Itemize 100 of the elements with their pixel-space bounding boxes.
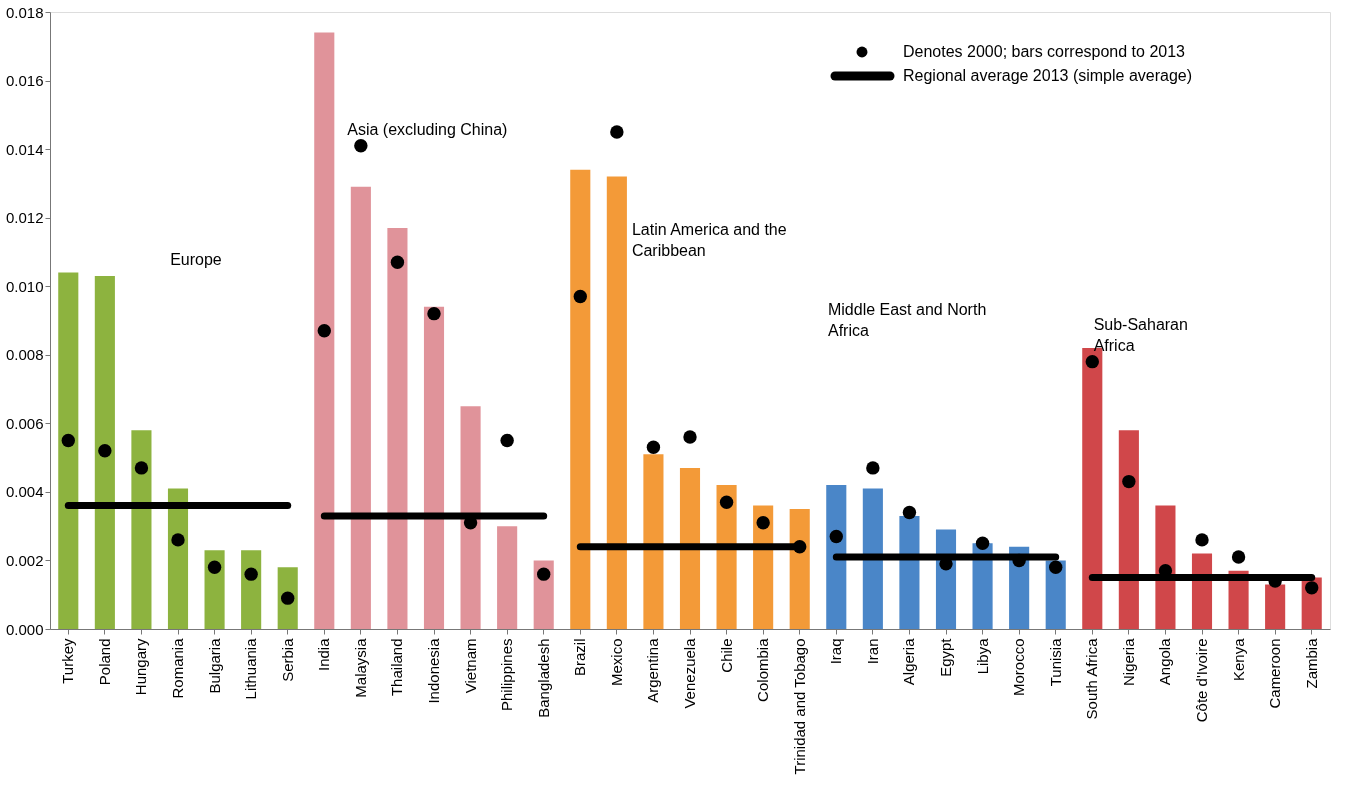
- bar: [570, 169, 591, 629]
- annotation: Latin America and the Caribbean: [631, 221, 787, 259]
- bar: [899, 515, 920, 629]
- y-tick-label: 0.012: [5, 209, 44, 227]
- point: [1085, 354, 1099, 369]
- bar: [58, 272, 79, 629]
- point: [1305, 581, 1319, 595]
- y-tick-label: 0.010: [5, 277, 44, 295]
- y-tick-label: 0.018: [5, 3, 44, 21]
- point: [719, 495, 734, 509]
- point: [354, 138, 368, 153]
- bar: [826, 485, 847, 629]
- y-tick-label: 0.006: [5, 414, 44, 432]
- point: [390, 255, 405, 269]
- point: [1122, 474, 1136, 489]
- point: [829, 529, 843, 544]
- bar: [460, 406, 481, 629]
- x-tick-label: India: [315, 637, 333, 672]
- bar: [350, 186, 371, 629]
- x-tick-label: Côte d'Ivoire: [1193, 638, 1210, 723]
- annotation: Middle East and North Africa: [827, 301, 987, 339]
- point: [646, 440, 661, 455]
- x-tick-label: Algeria: [900, 637, 918, 686]
- legend-label: Regional average 2013 (simple average): [903, 67, 1193, 84]
- x-tick-label: Mexico: [607, 638, 625, 687]
- bar: [789, 509, 810, 629]
- bar: [1118, 430, 1139, 629]
- bar: [716, 485, 737, 629]
- x-tick-label: Thailand: [388, 638, 406, 697]
- point: [610, 125, 624, 139]
- x-tick-label: Iran: [863, 638, 881, 665]
- annotation: Europe: [170, 251, 222, 268]
- x-tick-label: Zambia: [1302, 637, 1320, 689]
- y-tick-label: 0.000: [5, 620, 44, 638]
- x-tick-label: Serbia: [278, 637, 296, 682]
- x-tick-label: Vietnam: [461, 638, 479, 694]
- y-tick-label: 0.016: [5, 72, 44, 90]
- x-tick-label: Indonesia: [425, 637, 442, 704]
- x-tick-label: Kenya: [1229, 637, 1247, 682]
- x-tick-label: Libya: [973, 637, 991, 675]
- y-tick-label: 0.008: [5, 346, 44, 364]
- point: [1195, 533, 1209, 547]
- legend-label: Denotes 2000; bars correspond to 2013: [903, 43, 1186, 60]
- bar: [606, 176, 627, 629]
- bar: [314, 32, 335, 629]
- x-tick-label: Brazil: [571, 638, 589, 677]
- point: [207, 560, 222, 574]
- x-tick-label: Venezuela: [681, 637, 698, 709]
- x-tick-label: Argentina: [644, 637, 662, 703]
- x-tick-label: Philippines: [498, 638, 516, 712]
- x-tick-label: Chile: [717, 638, 735, 673]
- bar: [131, 430, 152, 629]
- x-tick-label: Turkey: [59, 638, 77, 684]
- point: [1231, 550, 1246, 564]
- y-tick-label: 0.014: [5, 140, 44, 158]
- bar: [387, 227, 408, 629]
- point: [317, 324, 331, 338]
- point: [902, 505, 917, 520]
- point: [500, 433, 514, 448]
- point: [61, 433, 75, 448]
- point: [171, 533, 185, 547]
- x-tick-label: Colombia: [754, 637, 772, 702]
- x-tick-label: Cameroon: [1266, 638, 1284, 709]
- bar: [643, 454, 664, 629]
- annotation: Asia (excluding China): [347, 121, 508, 138]
- point: [244, 567, 258, 581]
- y-tick-label: 0.004: [5, 483, 44, 501]
- point: [537, 567, 551, 581]
- x-tick-label: Morocco: [1010, 638, 1028, 697]
- x-tick-label: Hungary: [132, 638, 150, 696]
- x-tick-label: Bangladesh: [534, 638, 552, 718]
- x-tick-label: Malaysia: [351, 637, 369, 698]
- bar: [1265, 584, 1286, 629]
- point: [975, 536, 990, 550]
- x-tick-label: Tunisia: [1046, 637, 1064, 687]
- x-tick-label: Trinidad and Tobago: [790, 638, 808, 775]
- annotation: Sub-Saharan Africa: [1093, 316, 1188, 354]
- point: [756, 516, 770, 530]
- x-tick-label: Bulgaria: [205, 637, 223, 694]
- x-tick-label: Egypt: [937, 637, 954, 677]
- x-tick-label: Nigeria: [1119, 637, 1137, 687]
- bar: [423, 306, 445, 629]
- x-tick-label: South Africa: [1083, 637, 1101, 720]
- x-tick-label: Poland: [95, 638, 113, 686]
- point: [573, 289, 587, 304]
- bar: [679, 467, 701, 629]
- point: [427, 306, 441, 321]
- x-tick-label: Angola: [1156, 637, 1174, 686]
- bar: [1155, 505, 1176, 629]
- y-tick-label: 0.002: [5, 551, 44, 569]
- point: [134, 461, 149, 475]
- x-tick-label: Romania: [169, 637, 186, 699]
- bar: [94, 275, 115, 629]
- point: [1049, 560, 1063, 574]
- x-tick-label: Iraq: [827, 638, 845, 665]
- bar: [167, 488, 189, 629]
- x-tick-label: Lithuania: [242, 637, 260, 700]
- point: [683, 430, 697, 444]
- point: [281, 591, 295, 605]
- point: [98, 444, 112, 458]
